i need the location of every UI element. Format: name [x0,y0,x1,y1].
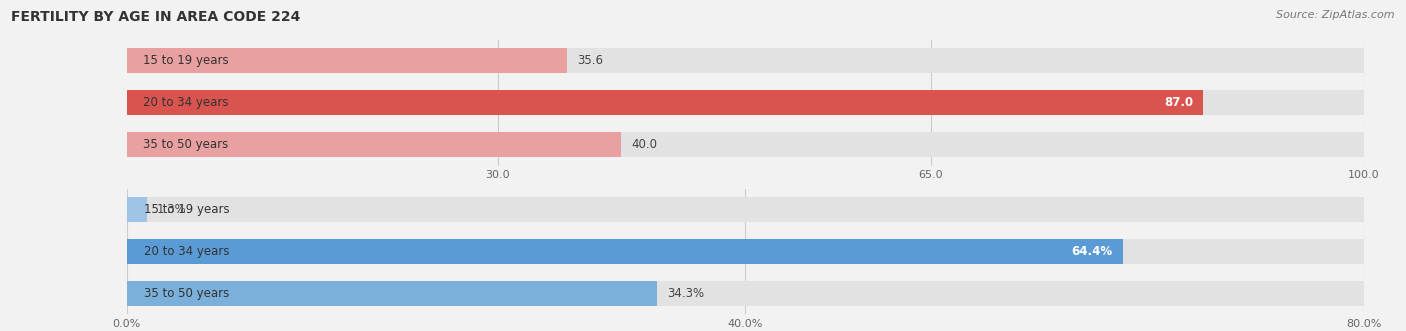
Bar [127,281,1364,306]
Text: 15 to 19 years: 15 to 19 years [142,54,228,67]
Text: 64.4%: 64.4% [1071,245,1112,258]
Bar [127,197,146,222]
Bar [127,239,1364,264]
Bar [127,281,657,306]
Text: 35 to 50 years: 35 to 50 years [142,138,228,151]
Text: 20 to 34 years: 20 to 34 years [145,245,229,258]
Text: 40.0: 40.0 [631,138,658,151]
Text: 20 to 34 years: 20 to 34 years [142,96,228,109]
Bar [127,239,1122,264]
Text: 34.3%: 34.3% [666,287,704,300]
Bar [127,197,1364,222]
Text: 1.3%: 1.3% [156,203,186,216]
Bar [127,90,1364,115]
Text: Source: ZipAtlas.com: Source: ZipAtlas.com [1277,10,1395,20]
Bar [127,132,621,157]
Text: FERTILITY BY AGE IN AREA CODE 224: FERTILITY BY AGE IN AREA CODE 224 [11,10,301,24]
Text: 15 to 19 years: 15 to 19 years [145,203,229,216]
Text: 35.6: 35.6 [576,54,603,67]
Bar [127,48,567,73]
Bar [127,48,1364,73]
Text: 87.0: 87.0 [1164,96,1194,109]
Bar [127,90,1204,115]
Bar [127,132,1364,157]
Text: 35 to 50 years: 35 to 50 years [145,287,229,300]
